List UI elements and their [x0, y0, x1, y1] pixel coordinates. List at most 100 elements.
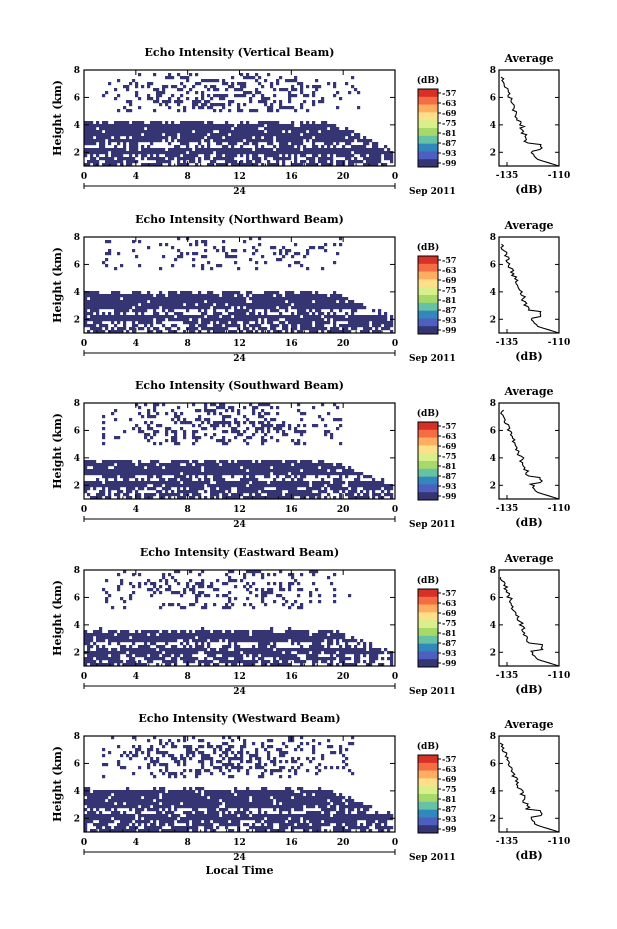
- echo-cell: [303, 148, 307, 152]
- echo-cell: [294, 261, 298, 265]
- echo-cell: [249, 591, 253, 595]
- echo-cell: [222, 403, 226, 407]
- echo-cell: [315, 291, 319, 295]
- echo-cell: [246, 124, 250, 128]
- echo-cell: [357, 484, 361, 488]
- echo-cell: [321, 136, 325, 140]
- echo-cell: [315, 639, 319, 643]
- echo-cell: [165, 490, 169, 494]
- echo-cell: [216, 315, 220, 319]
- echo-cell: [252, 570, 256, 574]
- echo-cell: [138, 97, 142, 101]
- echo-cell: [159, 136, 163, 140]
- echo-cell: [147, 415, 151, 419]
- echo-cell: [138, 297, 142, 301]
- echo-cell: [231, 469, 235, 473]
- echo-cell: [90, 484, 94, 488]
- echo-cell: [114, 648, 118, 652]
- echo-cell: [213, 427, 217, 431]
- echo-cell: [183, 124, 187, 128]
- echo-cell: [231, 636, 235, 640]
- echo-cell: [300, 297, 304, 301]
- echo-cell: [138, 300, 142, 304]
- y-tick-label: 6: [74, 260, 80, 270]
- echo-cell: [165, 300, 169, 304]
- echo-cell: [123, 472, 127, 476]
- echo-cell: [270, 418, 274, 422]
- echo-cell: [240, 82, 244, 86]
- echo-cell: [351, 306, 355, 310]
- echo-cell: [243, 240, 247, 244]
- echo-cell: [309, 330, 313, 334]
- echo-cell: [84, 642, 88, 646]
- echo-cell: [132, 133, 136, 137]
- echo-cell: [240, 94, 244, 98]
- echo-cell: [285, 88, 289, 92]
- echo-cell: [195, 130, 199, 134]
- echo-cell: [216, 312, 220, 316]
- echo-cell: [180, 475, 184, 479]
- echo-cell: [228, 597, 232, 601]
- echo-cell: [132, 249, 136, 253]
- echo-cell: [354, 303, 358, 307]
- x-tick-label: 20: [337, 339, 350, 349]
- echo-cell: [270, 300, 274, 304]
- echo-cell: [228, 570, 232, 574]
- echo-cell: [312, 657, 316, 661]
- echo-cell: [336, 418, 340, 422]
- echo-cell: [201, 240, 205, 244]
- echo-cell: [180, 252, 184, 256]
- echo-cell: [291, 639, 295, 643]
- echo-cell: [225, 318, 229, 322]
- echo-cell: [252, 157, 256, 161]
- echo-cell: [204, 303, 208, 307]
- echo-cell: [297, 490, 301, 494]
- echo-cell: [303, 321, 307, 325]
- echo-cell: [159, 303, 163, 307]
- echo-cell: [372, 484, 376, 488]
- echo-cell: [333, 315, 337, 319]
- echo-cell: [210, 327, 214, 331]
- echo-cell: [138, 139, 142, 143]
- echo-cell: [153, 306, 157, 310]
- echo-cell: [312, 294, 316, 298]
- echo-cell: [375, 321, 379, 325]
- echo-cell: [237, 163, 241, 167]
- echo-cell: [126, 121, 130, 125]
- echo-cell: [261, 660, 265, 664]
- x-tick-label: 12: [233, 172, 246, 182]
- echo-cell: [318, 321, 322, 325]
- echo-cell: [216, 469, 220, 473]
- echo-cell: [237, 466, 241, 470]
- echo-cell: [96, 124, 100, 128]
- echo-cell: [144, 463, 148, 467]
- echo-cell: [300, 588, 304, 592]
- echo-cell: [249, 648, 253, 652]
- echo-cell: [294, 487, 298, 491]
- echo-cell: [159, 469, 163, 473]
- echo-cell: [99, 327, 103, 331]
- echo-cell: [270, 481, 274, 485]
- echo-cell: [294, 475, 298, 479]
- echo-cell: [279, 145, 283, 149]
- echo-cell: [336, 306, 340, 310]
- echo-cell: [372, 490, 376, 494]
- echo-cell: [249, 97, 253, 101]
- echo-cell: [279, 648, 283, 652]
- echo-cell: [147, 97, 151, 101]
- echo-cell: [390, 321, 394, 325]
- echo-cell: [312, 160, 316, 164]
- echo-cell: [162, 648, 166, 652]
- echo-cell: [150, 660, 154, 664]
- echo-cell: [255, 469, 259, 473]
- echo-cell: [93, 300, 97, 304]
- echo-cell: [201, 630, 205, 634]
- echo-cell: [303, 466, 307, 470]
- echo-cell: [192, 460, 196, 464]
- echo-cell: [120, 630, 124, 634]
- echo-cell: [276, 487, 280, 491]
- echo-cell: [336, 130, 340, 134]
- echo-cell: [357, 321, 361, 325]
- echo-cell: [321, 303, 325, 307]
- echo-cell: [96, 294, 100, 298]
